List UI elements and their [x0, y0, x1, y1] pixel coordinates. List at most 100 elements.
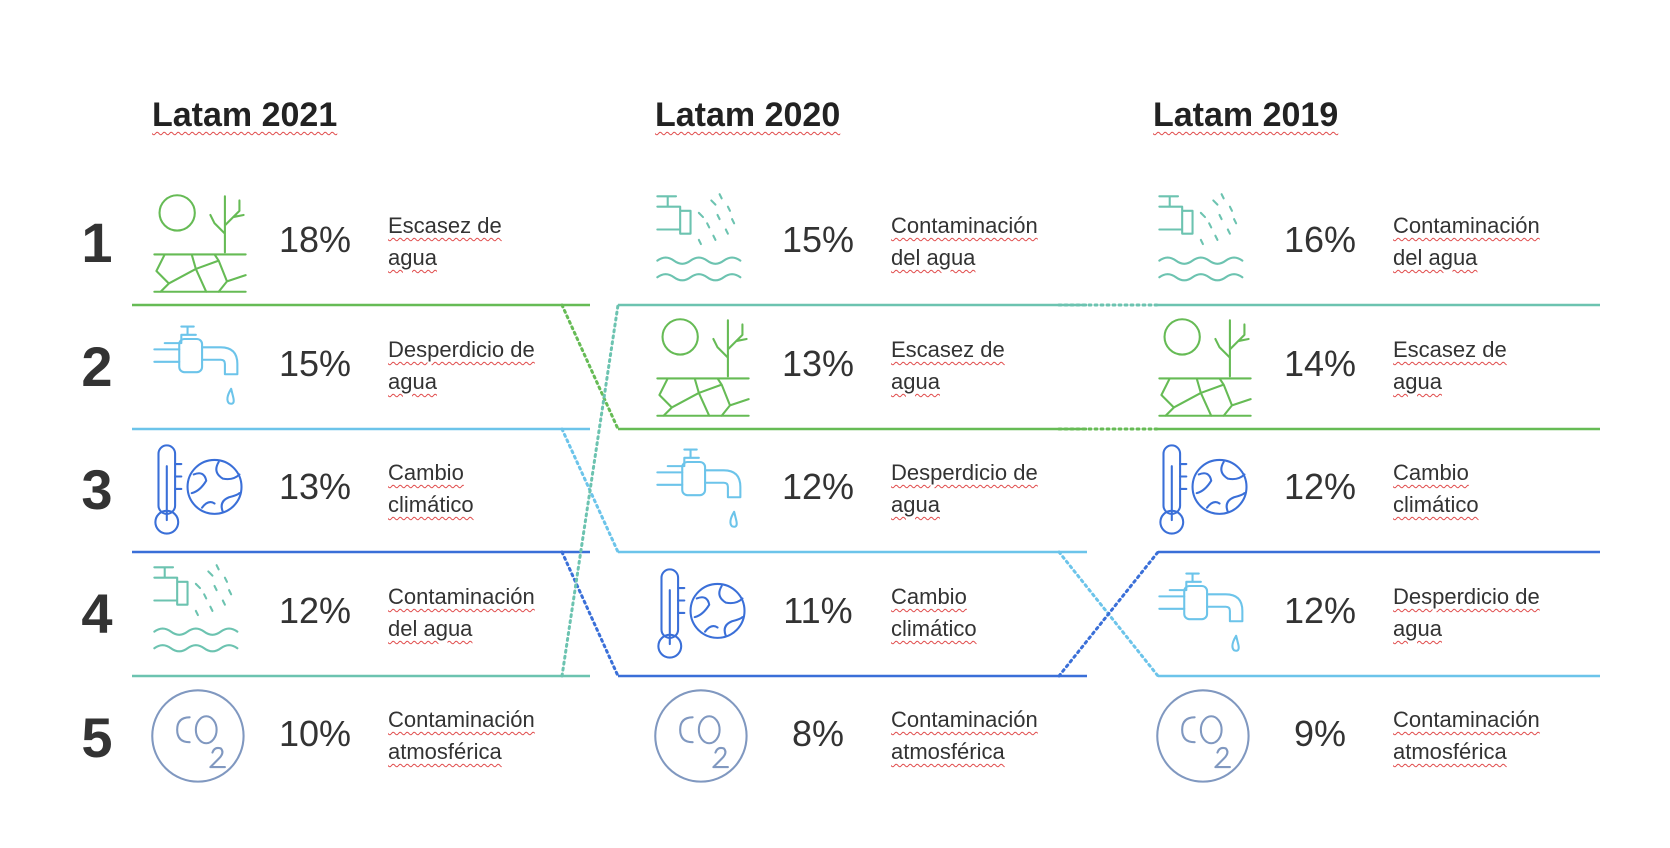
- drought-icon: [1158, 318, 1252, 417]
- ranking-item: 9% Contaminación atmosférica: [1155, 682, 1625, 792]
- rank-connector: [560, 303, 620, 678]
- item-label-line: Contaminación: [891, 707, 1038, 732]
- water-pollution-icon: [656, 193, 742, 282]
- percentage-value: 12%: [781, 466, 855, 507]
- percentage-value: 12%: [278, 590, 352, 631]
- item-label-line: climático: [891, 616, 977, 641]
- faucet-icon: [153, 325, 239, 405]
- item-label-line: agua: [1393, 616, 1442, 641]
- rank-connector: [560, 550, 620, 678]
- ranking-item: 10% Contaminación atmosférica: [150, 682, 620, 792]
- item-label: Contaminación atmosférica: [891, 704, 1111, 768]
- item-label-line: Contaminación: [1393, 213, 1540, 238]
- rank-number: 1: [81, 211, 113, 274]
- faucet-icon: [1158, 572, 1244, 652]
- item-label: Contaminación del agua: [891, 210, 1111, 274]
- item-label-line: Cambio: [891, 584, 967, 609]
- column-title: Latam 2020: [655, 96, 841, 134]
- item-label-line: Desperdicio de: [891, 460, 1038, 485]
- co2-icon: [151, 689, 245, 783]
- item-label: Cambio climático: [891, 581, 1111, 645]
- ranking-item: 8% Contaminación atmosférica: [653, 682, 1123, 792]
- item-label: Desperdicio de agua: [388, 334, 608, 398]
- ranking-item: 16% Contaminación del agua: [1155, 188, 1625, 298]
- ranking-item: 14% Escasez de agua: [1155, 312, 1625, 422]
- item-label-line: Desperdicio de: [1393, 584, 1540, 609]
- ranking-item: 15% Desperdicio de agua: [150, 312, 620, 422]
- rank-connector: [560, 303, 620, 431]
- item-label-line: agua: [1393, 369, 1442, 394]
- drought-icon: [656, 318, 750, 417]
- item-label: Contaminación atmosférica: [388, 704, 608, 768]
- percentage-value: 15%: [781, 219, 855, 260]
- co2-icon: [1156, 689, 1250, 783]
- rank-number: 4: [81, 582, 113, 645]
- item-label-line: Escasez de: [388, 213, 502, 238]
- ranking-item: 12% Contaminación del agua: [150, 559, 620, 669]
- climate-change-icon: [657, 568, 746, 659]
- item-label-line: agua: [891, 492, 940, 517]
- item-label: Desperdicio de agua: [1393, 581, 1613, 645]
- item-label-line: Contaminación: [891, 213, 1038, 238]
- item-label: Desperdicio de agua: [891, 457, 1111, 521]
- ranking-item: 11% Cambio climático: [653, 559, 1123, 669]
- item-label: Contaminación del agua: [1393, 210, 1613, 274]
- percentage-value: 13%: [781, 343, 855, 384]
- item-label-line: atmosférica: [1393, 739, 1507, 764]
- ranking-item: 18% Escasez de agua: [150, 188, 620, 298]
- percentage-value: 9%: [1293, 713, 1347, 754]
- item-label-line: del agua: [1393, 245, 1478, 270]
- item-label-line: atmosférica: [388, 739, 502, 764]
- percentage-value: 12%: [1283, 590, 1357, 631]
- item-label-line: Escasez de: [891, 337, 1005, 362]
- water-pollution-icon: [1158, 193, 1244, 282]
- climate-change-icon: [1159, 444, 1248, 535]
- column-title: Latam 2019: [1153, 96, 1339, 134]
- item-label: Cambio climático: [388, 457, 608, 521]
- rank-number: 5: [81, 706, 113, 769]
- item-label: Escasez de agua: [891, 334, 1111, 398]
- drought-icon: [153, 194, 247, 293]
- item-label-line: Cambio: [388, 460, 464, 485]
- ranking-item: 12% Desperdicio de agua: [1155, 559, 1625, 669]
- percentage-value: 18%: [278, 219, 352, 260]
- item-label: Escasez de agua: [1393, 334, 1613, 398]
- ranking-item: 15% Contaminación del agua: [653, 188, 1123, 298]
- percentage-value: 12%: [1283, 466, 1357, 507]
- item-label-line: climático: [1393, 492, 1479, 517]
- column-title: Latam 2021: [152, 96, 338, 134]
- item-label: Escasez de agua: [388, 210, 608, 274]
- item-label-line: agua: [891, 369, 940, 394]
- percentage-value: 10%: [278, 713, 352, 754]
- item-label-line: Contaminación: [388, 707, 535, 732]
- item-label-line: Contaminación: [1393, 707, 1540, 732]
- percentage-value: 15%: [278, 343, 352, 384]
- item-label-line: climático: [388, 492, 474, 517]
- item-label: Contaminación atmosférica: [1393, 704, 1613, 768]
- item-label: Contaminación del agua: [388, 581, 608, 645]
- percentage-value: 11%: [783, 590, 853, 631]
- item-label-line: agua: [388, 245, 437, 270]
- item-label: Cambio climático: [1393, 457, 1613, 521]
- percentage-value: 16%: [1283, 219, 1357, 260]
- rank-number: 3: [81, 458, 113, 521]
- item-label-line: agua: [388, 369, 437, 394]
- faucet-icon: [656, 448, 742, 528]
- item-label-line: del agua: [891, 245, 976, 270]
- rank-number: 2: [81, 335, 113, 398]
- item-label-line: Desperdicio de: [388, 337, 535, 362]
- item-label-line: del agua: [388, 616, 473, 641]
- ranking-item: 13% Escasez de agua: [653, 312, 1123, 422]
- item-label-line: atmosférica: [891, 739, 1005, 764]
- water-pollution-icon: [153, 564, 239, 653]
- co2-icon: [654, 689, 748, 783]
- ranking-item: 12% Desperdicio de agua: [653, 435, 1123, 545]
- ranking-item: 12% Cambio climático: [1155, 435, 1625, 545]
- percentage-value: 14%: [1283, 343, 1357, 384]
- item-label-line: Contaminación: [388, 584, 535, 609]
- item-label-line: Escasez de: [1393, 337, 1507, 362]
- item-label-line: Cambio: [1393, 460, 1469, 485]
- percentage-value: 8%: [791, 713, 845, 754]
